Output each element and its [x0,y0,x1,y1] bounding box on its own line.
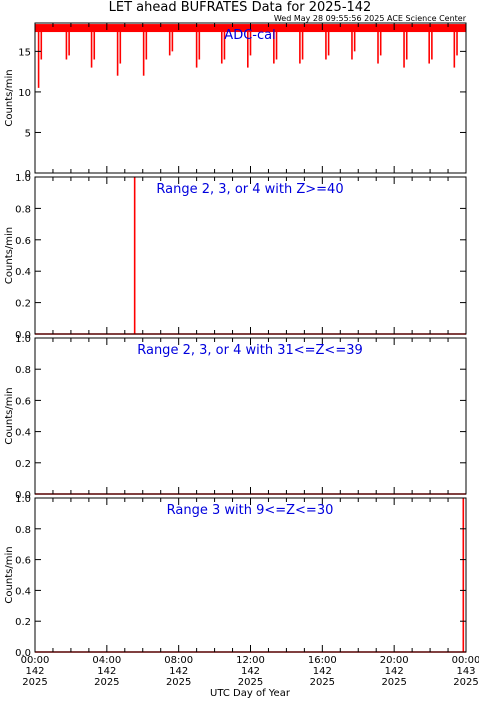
panel-label: Range 2, 3, or 4 with Z>=40 [156,182,343,197]
y-tick-label: 0.6 [15,556,31,567]
x-tick-label: 2025 [381,677,406,688]
x-tick-label: 16:00 [308,655,337,666]
y-axis-label: Counts/min [4,227,15,284]
y-tick-label: 10 [18,88,31,99]
y-tick-label: 15 [18,47,31,58]
x-tick-label: 08:00 [164,655,193,666]
y-tick-label: 0.0 [15,490,31,501]
y-tick-label: 0.4 [15,428,31,439]
y-tick-label: 1.0 [15,494,31,505]
x-tick-label: 142 [169,666,188,677]
x-tick-label: 142 [241,666,260,677]
y-tick-label: 0.8 [15,365,31,376]
x-tick-label: 2025 [94,677,119,688]
y-tick-label: 1.0 [15,334,31,345]
y-tick-label: 5 [25,128,31,139]
chart-title: LET ahead BUFRATES Data for 2025-142 [109,0,372,15]
x-tick-label: 2025 [453,677,478,688]
x-tick-label: 142 [97,666,116,677]
chart-panel: 0.0 0.2 0.4 0.6 0.8 1.0 Counts/min Range 2, 3, … [4,334,467,501]
y-axis-label: Counts/min [4,546,15,603]
x-tick-label: 2025 [22,677,47,688]
y-tick-label: 0.0 [15,648,31,659]
y-tick-label: 0.4 [15,267,31,278]
y-tick-label: 0.2 [15,299,31,310]
chart-timestamp: Wed May 28 09:55:56 2025 ACE Science Cen… [274,14,467,23]
y-tick-label: 0.6 [15,236,31,247]
x-tick-label: 2025 [166,677,191,688]
x-tick-label: 2025 [238,677,263,688]
y-tick-label: 0.8 [15,525,31,536]
panel-label: Range 3 with 9<=Z<=30 [167,503,334,518]
chart-panel: 0.0 0.2 0.4 0.6 0.8 1.0 Counts/min Range 2, 3, … [4,173,467,341]
x-tick-label: 2025 [310,677,335,688]
plot-frame [34,497,467,653]
plot-frame [34,176,467,335]
y-tick-label: 1.0 [15,173,31,184]
panel-label: Range 2, 3, or 4 with 31<=Z<=39 [137,343,363,358]
x-tick-label: 00:00 [452,655,479,666]
x-tick-label: 04:00 [92,655,121,666]
y-tick-label: 0.6 [15,396,31,407]
y-tick-label: 0.2 [15,617,31,628]
chart-panel: 0.0 0.2 0.4 0.6 0.8 1.0 Counts/min Range 3 with… [4,494,467,659]
x-tick-label: 142 [313,666,332,677]
x-tick-label: 12:00 [236,655,265,666]
x-axis: 00:00142202504:00142202508:00142202512:0… [21,655,479,688]
y-tick-label: 0.2 [15,459,31,470]
x-tick-label: 20:00 [380,655,409,666]
x-tick-label: 142 [385,666,404,677]
y-axis-label: Counts/min [4,69,15,126]
y-tick-label: 0.4 [15,586,31,597]
plot-frame [34,337,467,495]
y-tick-label: 0.0 [15,330,31,341]
y-axis-label: Counts/min [4,387,15,444]
x-tick-label: 142 [25,666,44,677]
chart-panels: 051015Counts/minADC-cal0.00.20.40.60.81.… [4,22,467,659]
panel-label: ADC-cal [224,28,275,43]
x-tick-label: 143 [456,666,475,677]
x-axis-label: UTC Day of Year [210,688,291,699]
x-tick-label: 00:00 [21,655,50,666]
y-tick-label: 0 [25,169,31,180]
y-tick-label: 0.8 [15,204,31,215]
